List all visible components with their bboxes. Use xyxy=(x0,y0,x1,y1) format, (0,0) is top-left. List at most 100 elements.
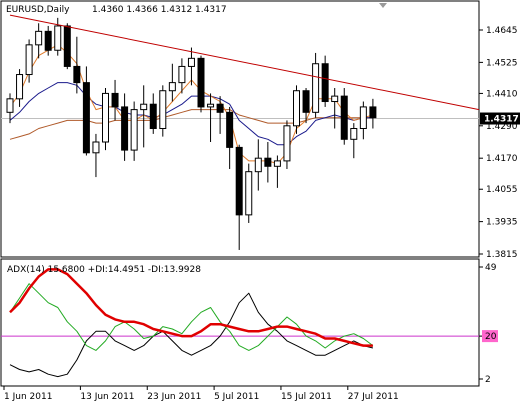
candle[interactable] xyxy=(340,88,348,145)
candle[interactable] xyxy=(82,66,90,156)
candle[interactable] xyxy=(273,155,281,188)
candle-body-down xyxy=(369,106,377,119)
time-tick-label: 13 Jun 2011 xyxy=(80,392,134,402)
candle[interactable] xyxy=(63,23,71,70)
candle[interactable] xyxy=(245,163,253,223)
candle-body-down xyxy=(44,30,52,51)
candle[interactable] xyxy=(121,93,129,161)
price-panel-frame xyxy=(0,0,480,258)
candle[interactable] xyxy=(54,17,62,56)
candle[interactable] xyxy=(187,47,195,86)
candle-body-up xyxy=(293,90,300,127)
candle-body-up xyxy=(140,103,148,111)
adx-tick-label: 20 xyxy=(485,332,497,342)
candle[interactable] xyxy=(254,139,262,191)
candle-body-down xyxy=(321,63,329,103)
candle[interactable] xyxy=(111,79,119,121)
candle[interactable] xyxy=(359,101,367,140)
ma-mid-line xyxy=(9,82,373,146)
candle-body-down xyxy=(216,103,224,113)
adx-line xyxy=(9,268,373,347)
candle-body-up xyxy=(168,82,176,92)
candle[interactable] xyxy=(130,101,138,161)
candle-body-down xyxy=(73,65,81,84)
candle-body-down xyxy=(264,157,272,167)
candle[interactable] xyxy=(102,88,109,151)
price-tick-label: 1.3935 xyxy=(486,218,518,228)
adx-tick-label: 49 xyxy=(485,263,497,273)
price-tick-label: 1.4525 xyxy=(486,58,518,68)
adx-chart xyxy=(1,268,479,378)
candle-body-down xyxy=(226,111,234,148)
candle[interactable] xyxy=(6,93,14,124)
price-tick-label: 1.4410 xyxy=(486,89,518,99)
candle-body-up xyxy=(331,95,339,103)
candle-body-up xyxy=(159,90,167,130)
candle-body-up xyxy=(350,128,358,140)
candle-body-up xyxy=(178,65,186,84)
ohlc-label: 1.4360 1.4366 1.4312 1.4317 xyxy=(92,5,227,15)
candle-body-up xyxy=(25,44,33,76)
time-tick-label: 23 Jun 2011 xyxy=(147,392,201,402)
indicator-panel-frame xyxy=(0,258,480,387)
candle-body-up xyxy=(312,63,320,113)
triangle-down-icon[interactable] xyxy=(379,3,387,8)
candle-body-down xyxy=(302,90,310,113)
candle[interactable] xyxy=(140,85,148,148)
candle-body-up xyxy=(187,57,195,67)
candle[interactable] xyxy=(73,36,81,94)
candle-body-down xyxy=(121,106,129,151)
candle-body-up xyxy=(130,109,138,151)
price-tick-label: 1.4645 xyxy=(486,26,518,36)
level-badge xyxy=(482,330,498,343)
candle[interactable] xyxy=(149,93,157,134)
candle[interactable] xyxy=(312,52,320,118)
candle-body-down xyxy=(340,95,348,140)
candle-body-up xyxy=(92,141,100,154)
current-price-value: 1.4317 xyxy=(484,115,519,125)
ma-slow-line xyxy=(9,109,373,140)
price-tick-label: 1.4290 xyxy=(486,122,518,132)
trendline[interactable] xyxy=(9,14,480,111)
axes: 1.4645 1.4525 1.4410 1.4290 1.4170 1.4055 1.39… xyxy=(3,26,520,402)
minus-di-line xyxy=(9,292,374,378)
candle[interactable] xyxy=(235,144,243,250)
candle[interactable] xyxy=(216,96,224,134)
candle[interactable] xyxy=(159,85,167,137)
candle-body-up xyxy=(207,103,215,108)
candle[interactable] xyxy=(283,120,291,169)
candle[interactable] xyxy=(226,106,234,169)
candle[interactable] xyxy=(25,39,33,83)
price-tick-label: 1.3815 xyxy=(486,250,518,260)
candle[interactable] xyxy=(264,142,272,183)
candle[interactable] xyxy=(350,123,358,159)
candle-body-up xyxy=(359,106,367,130)
candle[interactable] xyxy=(16,69,24,107)
candle[interactable] xyxy=(331,88,339,129)
candle[interactable] xyxy=(92,133,100,178)
candle[interactable] xyxy=(293,85,300,134)
adx-tick-label: 2 xyxy=(485,375,491,385)
candle[interactable] xyxy=(35,23,43,59)
candle-body-up xyxy=(6,98,14,113)
candle[interactable] xyxy=(44,25,52,56)
candle-body-up xyxy=(54,25,62,51)
price-chart xyxy=(1,14,480,250)
candle[interactable] xyxy=(168,63,176,102)
candle[interactable] xyxy=(321,55,329,107)
candle-body-down xyxy=(82,82,90,154)
price-tick-label: 1.4055 xyxy=(486,185,518,195)
candle-body-up xyxy=(16,74,24,100)
candle[interactable] xyxy=(207,93,215,142)
candle[interactable] xyxy=(178,58,186,94)
candle[interactable] xyxy=(369,98,377,129)
candle[interactable] xyxy=(197,55,205,113)
symbol-label: EURUSD,Daily xyxy=(6,5,70,15)
candle-body-up xyxy=(283,125,291,162)
current-price-badge: 1.4317 xyxy=(480,112,520,125)
candle-body-down xyxy=(149,103,157,130)
candle[interactable] xyxy=(302,88,310,124)
time-tick-label: 1 Jun 2011 xyxy=(4,392,52,402)
